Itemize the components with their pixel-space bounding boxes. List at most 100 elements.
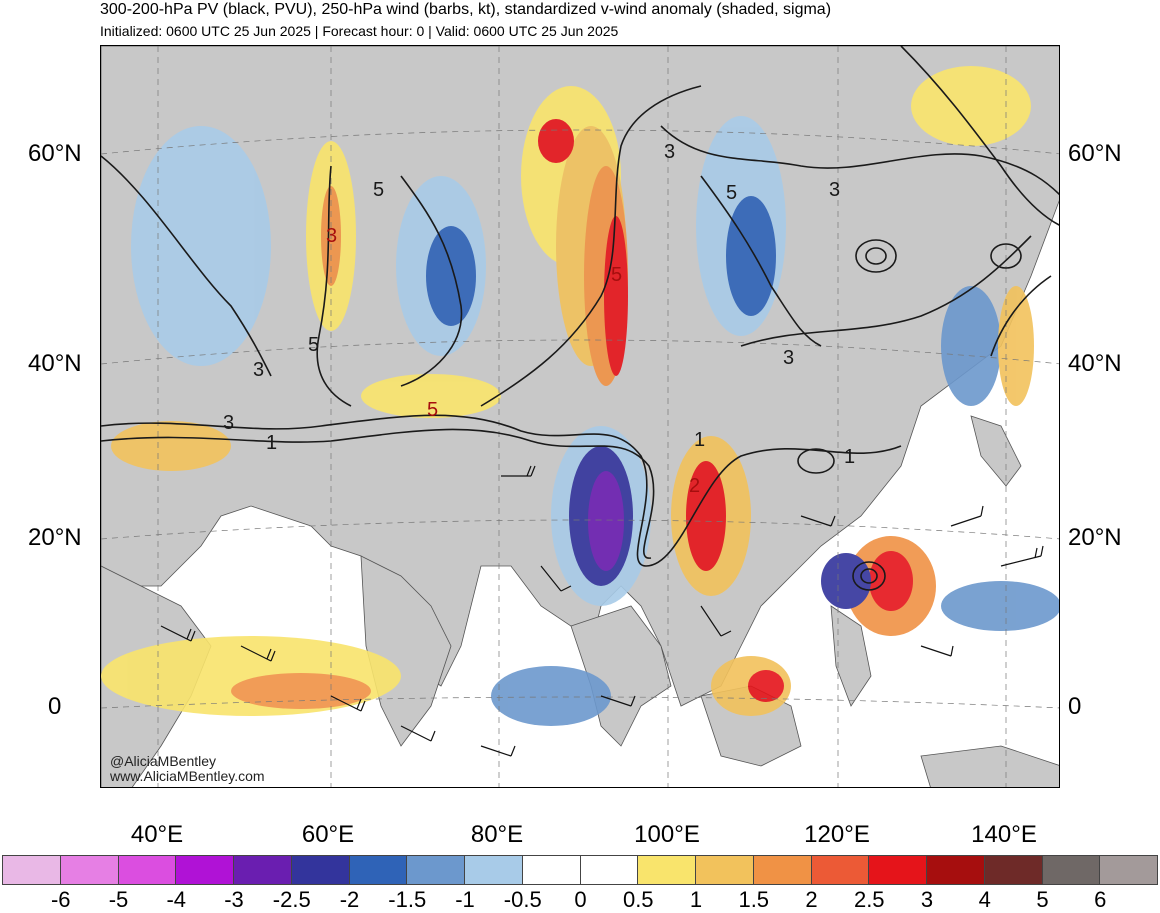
wind-barb — [920, 645, 954, 657]
wind-barb — [1000, 545, 1044, 567]
colorbar-swatch — [521, 855, 581, 885]
colorbar-swatch — [868, 855, 927, 885]
land-new-guinea — [920, 745, 1059, 787]
lat-label-20n: 20°N — [28, 524, 82, 551]
colorbar-label: -0.5 — [503, 887, 542, 912]
anomaly-positive — [748, 670, 784, 702]
lon-label-100e: 100°E — [634, 821, 700, 848]
anomaly-negative — [131, 126, 271, 366]
lat-label-60n-right: 60°N — [1068, 140, 1122, 167]
pv-contour — [101, 155, 272, 377]
pv-label: 5 — [611, 264, 622, 286]
map-svg: 3 5 3 5 3 1 5 3 5 3 1 2 1 3 5 — [101, 46, 1059, 787]
pv-labels: 3 5 3 5 3 1 5 3 5 3 1 2 1 3 5 — [223, 141, 855, 497]
pv-label: 5 — [373, 179, 384, 201]
pv-contour — [400, 175, 463, 387]
pv-contour — [101, 414, 902, 567]
colorbar-swatch — [117, 855, 177, 885]
pv-label: 2 — [689, 475, 700, 497]
colorbar-label: 2 — [805, 887, 818, 912]
map-title: 300-200-hPa PV (black, PVU), 250-hPa win… — [100, 1, 832, 18]
pv-contour — [316, 165, 352, 407]
wind-barb — [400, 725, 436, 742]
anomaly-positive — [998, 286, 1034, 406]
pv-contour — [740, 235, 1032, 347]
colorbar-swatch — [464, 855, 523, 885]
colorbar-label: 6 — [1094, 887, 1107, 912]
pv-label: 3 — [253, 359, 264, 381]
anomaly-negative — [821, 553, 871, 609]
map-subtitle: Initialized: 0600 UTC 25 Jun 2025 | Fore… — [100, 23, 619, 39]
anomaly-positive — [686, 461, 726, 571]
pv-label: 3 — [829, 179, 840, 201]
pv-label: 5 — [308, 334, 319, 356]
colorbar-swatch — [175, 855, 234, 885]
pv-label: 3 — [223, 412, 234, 434]
pv-label: 3 — [664, 141, 675, 163]
lon-label-40e: 40°E — [130, 821, 184, 848]
colorbar-label: -1 — [455, 887, 475, 912]
colorbar-swatch — [290, 855, 350, 885]
colorbar-label: 3 — [920, 887, 934, 912]
wind-barb — [950, 505, 984, 527]
colorbar-swatch — [926, 855, 985, 885]
pv-label: 1 — [266, 432, 277, 454]
anomaly-negative — [588, 471, 624, 571]
pv-label: 5 — [427, 399, 438, 421]
colorbar-label: -1.5 — [388, 887, 427, 912]
pv-contour — [900, 46, 1059, 226]
anomaly-shading — [101, 66, 1059, 726]
colorbar-label: 4 — [978, 887, 991, 912]
colorbar-swatch — [406, 855, 465, 885]
colorbar-swatch — [637, 855, 696, 885]
colorbar-swatch — [233, 855, 292, 885]
pv-cutoff-low — [797, 448, 835, 474]
wind-barbs — [160, 465, 1044, 757]
wind-barb — [800, 515, 836, 527]
pv-cutoff-low — [865, 247, 887, 265]
pv-label: 1 — [844, 446, 855, 468]
anomaly-negative — [491, 666, 611, 726]
lat-label-40n: 40°N — [28, 350, 82, 377]
colorbar-swatch — [348, 855, 408, 885]
anomaly-negative — [941, 286, 1001, 406]
pv-contour — [480, 85, 702, 407]
pv-label: 5 — [726, 182, 737, 204]
wind-barb — [540, 565, 572, 592]
colorbar-swatch — [695, 855, 754, 885]
colorbar-swatch — [1041, 855, 1101, 885]
anomaly-positive — [101, 636, 401, 716]
colorbar-label: 5 — [1036, 887, 1049, 912]
colorbar-label: -2 — [339, 887, 360, 912]
colorbar-swatch — [2, 855, 61, 885]
pv-cutoff-low — [852, 561, 886, 591]
lon-label-140e: 140°E — [971, 821, 1037, 848]
colorbar-label: -6 — [50, 887, 71, 912]
colorbar — [2, 855, 1158, 885]
credit-handle: @AliciaMBentley — [110, 753, 217, 769]
lon-label-60e: 60°E — [301, 821, 355, 848]
wind-barb — [480, 745, 516, 757]
colorbar-label: 0.5 — [622, 887, 654, 912]
land-philippines — [830, 605, 872, 707]
anomaly-positive — [911, 66, 1031, 146]
wind-barb — [240, 645, 276, 662]
anomaly-negative — [426, 226, 476, 326]
colorbar-label: 1 — [689, 887, 703, 912]
anomaly-negative — [941, 581, 1059, 631]
pv-label: 3 — [783, 347, 794, 369]
colorbar-swatch — [579, 855, 639, 885]
colorbar-label: 2.5 — [853, 887, 885, 912]
colorbar-swatch — [983, 855, 1043, 885]
pv-cutoff-low — [860, 568, 878, 584]
anomaly-positive — [538, 119, 574, 163]
pv-cutoff-low — [855, 239, 897, 273]
wind-barb — [700, 605, 732, 637]
lat-label-40n-right: 40°N — [1068, 350, 1122, 377]
pv-contour — [101, 428, 655, 559]
colorbar-label: 0 — [574, 887, 587, 912]
credit-url: www.AliciaMBentley.com — [110, 768, 265, 784]
wind-barb — [501, 465, 536, 477]
anomaly-negative — [726, 196, 776, 316]
colorbar-label: -3 — [224, 887, 244, 912]
